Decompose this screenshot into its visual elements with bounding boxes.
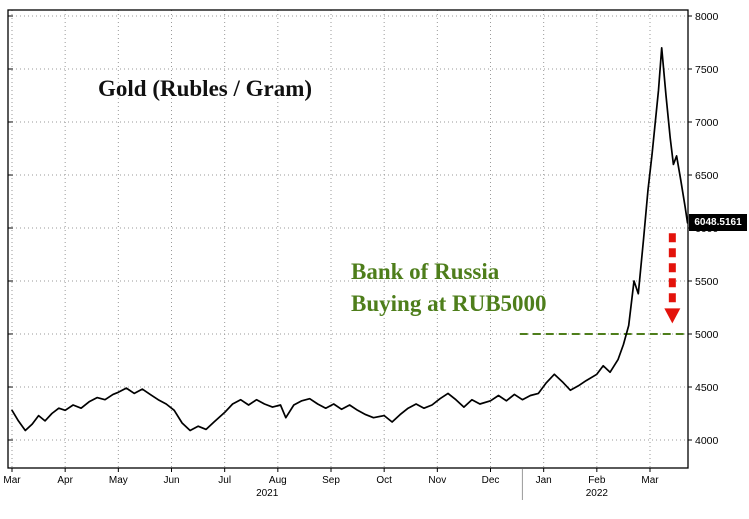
annotation-line-1: Bank of Russia bbox=[351, 259, 500, 284]
last-price-box: 6048.5161 bbox=[689, 213, 747, 231]
y-axis-tick-label: 7000 bbox=[695, 117, 719, 129]
x-axis-year-label: 2021 bbox=[256, 488, 279, 499]
y-axis-tick-label: 4000 bbox=[695, 435, 719, 447]
plot-border bbox=[7, 9, 689, 469]
arrow-head bbox=[664, 308, 681, 324]
y-axis-tick-label: 6500 bbox=[695, 170, 719, 182]
y-axis-tick-label: 4500 bbox=[695, 382, 719, 394]
x-axis-year-label: 2022 bbox=[586, 488, 609, 499]
x-axis-month-label: Mar bbox=[3, 475, 21, 486]
y-axis-tick-label: 8000 bbox=[695, 11, 719, 23]
x-axis-month-label: Nov bbox=[428, 475, 446, 486]
x-axis-month-label: Jan bbox=[536, 475, 552, 486]
x-axis-month-label: Aug bbox=[269, 475, 287, 486]
x-axis-month-label: Jul bbox=[218, 475, 231, 486]
y-axis-tick-label: 7500 bbox=[695, 64, 719, 76]
y-axis-tick-label: 5000 bbox=[695, 329, 719, 341]
x-axis-month-label: Oct bbox=[376, 475, 392, 486]
x-axis-month-label: Jun bbox=[163, 475, 179, 486]
x-axis-month-label: Dec bbox=[482, 475, 500, 486]
annotation-line-2: Buying at RUB5000 bbox=[351, 291, 547, 316]
x-axis-month-label: Feb bbox=[588, 475, 606, 486]
chart-title: Gold (Rubles / Gram) bbox=[98, 76, 313, 101]
price-line bbox=[11, 46, 689, 432]
x-axis-month-label: Sep bbox=[322, 475, 340, 486]
x-axis-month-label: Mar bbox=[641, 475, 659, 486]
y-axis-tick-label: 5500 bbox=[695, 276, 719, 288]
x-axis-month-label: May bbox=[109, 475, 128, 486]
x-axis-month-label: Apr bbox=[57, 475, 73, 486]
annotation-bank-of-russia: Bank of Russia Buying at RUB5000 bbox=[351, 256, 547, 320]
